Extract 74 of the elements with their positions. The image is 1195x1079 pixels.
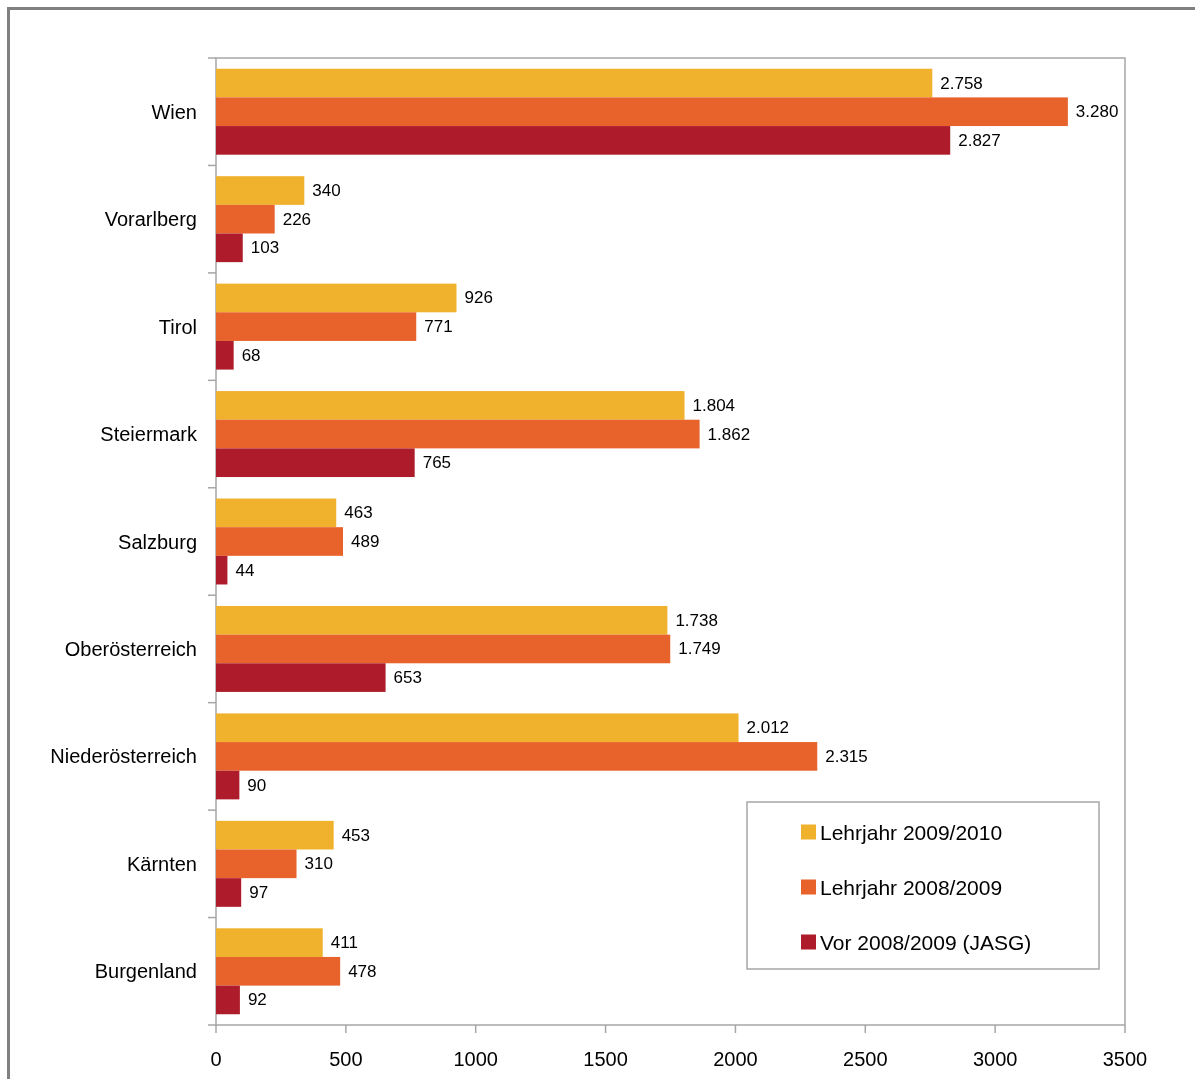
data-label: 68 bbox=[241, 345, 261, 365]
y-tick-label: Salzburg bbox=[118, 530, 197, 553]
legend-label: Lehrjahr 2009/2010 bbox=[820, 820, 1003, 844]
bar bbox=[216, 820, 334, 850]
data-label: 1.804 bbox=[692, 395, 736, 415]
data-label: 1.862 bbox=[707, 424, 751, 444]
data-label: 765 bbox=[422, 453, 452, 473]
bar bbox=[216, 849, 297, 879]
data-label: 103 bbox=[250, 238, 280, 258]
bar bbox=[216, 312, 417, 341]
data-label: 926 bbox=[464, 288, 493, 308]
bar bbox=[216, 176, 305, 205]
data-label: 453 bbox=[341, 825, 371, 845]
data-label: 90 bbox=[247, 775, 267, 795]
y-tick-label: Steiermark bbox=[100, 423, 198, 446]
bar bbox=[216, 555, 228, 585]
x-tick-label: 500 bbox=[329, 1048, 363, 1070]
bar bbox=[216, 742, 818, 771]
data-label: 2.315 bbox=[825, 746, 868, 766]
y-tick-label: Oberösterreich bbox=[64, 637, 197, 660]
bar bbox=[216, 391, 685, 420]
data-label: 2.827 bbox=[958, 130, 1001, 150]
y-tick-label: Niederösterreich bbox=[50, 745, 197, 768]
data-label: 653 bbox=[393, 668, 422, 688]
x-tick-label: 2500 bbox=[843, 1048, 888, 1070]
data-label: 478 bbox=[348, 961, 377, 981]
data-label: 92 bbox=[247, 990, 267, 1010]
data-label: 1.738 bbox=[675, 610, 718, 630]
data-label: 411 bbox=[330, 933, 358, 953]
bar bbox=[216, 956, 341, 986]
x-tick-label: 1000 bbox=[453, 1048, 498, 1070]
bar bbox=[216, 663, 386, 692]
bar bbox=[216, 878, 242, 907]
x-tick-label: 2000 bbox=[713, 1048, 758, 1070]
bar bbox=[216, 340, 234, 370]
bar bbox=[216, 634, 671, 664]
bar bbox=[216, 283, 457, 313]
bar bbox=[216, 770, 240, 800]
y-tick-label: Wien bbox=[151, 100, 197, 123]
bar bbox=[216, 713, 739, 743]
x-tick-label: 3000 bbox=[972, 1048, 1018, 1070]
data-label: 2.012 bbox=[746, 718, 790, 738]
bar bbox=[216, 419, 700, 449]
data-label: 1.749 bbox=[678, 639, 721, 659]
bar bbox=[216, 498, 337, 528]
legend-label: Lehrjahr 2008/2009 bbox=[820, 875, 1003, 899]
data-label: 340 bbox=[312, 181, 341, 201]
data-label: 226 bbox=[282, 209, 312, 229]
y-tick-label: Vorarlberg bbox=[104, 208, 197, 231]
data-label: 2.758 bbox=[940, 73, 983, 93]
bar bbox=[216, 605, 668, 635]
bar bbox=[216, 985, 240, 1015]
y-tick-label: Kärnten bbox=[126, 852, 197, 875]
data-label: 463 bbox=[344, 503, 373, 523]
bar bbox=[216, 204, 275, 234]
x-tick-label: 1500 bbox=[583, 1048, 628, 1070]
bar bbox=[216, 928, 323, 957]
bar bbox=[216, 68, 933, 98]
data-label: 3.280 bbox=[1075, 102, 1119, 122]
data-label: 310 bbox=[304, 854, 333, 874]
bar bbox=[216, 448, 415, 478]
bar bbox=[216, 233, 243, 263]
y-tick-label: Burgenland bbox=[94, 960, 197, 983]
data-label: 97 bbox=[249, 882, 269, 902]
legend-label: Vor 2008/2009 (JASG) bbox=[820, 930, 1032, 954]
bar bbox=[216, 126, 951, 155]
data-label: 489 bbox=[351, 532, 380, 551]
data-label: 44 bbox=[235, 560, 255, 580]
data-label: 771 bbox=[424, 317, 453, 337]
x-tick-label: 3500 bbox=[1102, 1048, 1148, 1070]
x-tick-label: 0 bbox=[210, 1048, 222, 1070]
bar bbox=[216, 527, 343, 556]
y-tick-label: Tirol bbox=[158, 315, 197, 338]
bar bbox=[216, 97, 1068, 127]
